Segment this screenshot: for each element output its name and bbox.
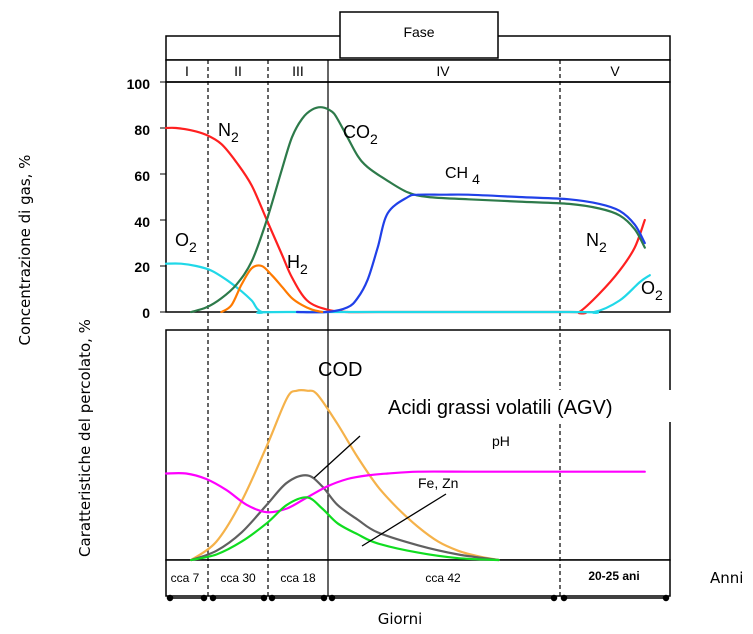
segment-label-1: cca 7 [171,571,200,585]
series-ph-line [164,470,646,514]
segment-brackets [166,594,670,602]
y-tick-100: 100 [127,76,151,92]
phase-label-4: IV [436,63,450,79]
segment-label-2: cca 30 [220,571,256,585]
label-n2-top: N2 [218,120,239,145]
label-n2-right: N2 [586,230,607,255]
phase-label-2: II [234,63,242,79]
y-tick-0: 0 [142,305,150,321]
label-h2: H2 [287,252,308,277]
gas-series-group [164,106,651,315]
label-o2-right: O2 [641,278,663,303]
segment-label-4: cca 42 [425,571,461,585]
annotation-ph: pH [492,433,510,449]
gas-axis-label: Concentrazione di gas, % [16,155,34,346]
label-ch4: CH 4 [445,165,480,187]
annotation-leader-lines [313,435,447,547]
series-cod-line [190,388,500,562]
series-ch4-line [295,193,646,314]
segment-label-3: cca 18 [280,571,316,585]
annotation-fe-zn: Fe, Zn [418,475,458,491]
series-o2-line [164,262,651,314]
phase-label-1: I [185,63,189,79]
gas-curve-labels: N2 O2 CO2 CH 4 H2 N2 O2 [175,120,663,303]
phase-header-box [339,11,499,59]
leachate-axis-label: Caratteristiche del percolato, % [76,319,94,557]
label-co2: CO2 [343,122,378,147]
series-n2-line [164,126,646,315]
y-tick-60: 60 [134,168,150,184]
series-h2-line [220,264,324,314]
y-tick-40: 40 [134,214,150,230]
y-tick-80: 80 [134,122,150,138]
y-tick-marks [160,81,166,313]
days-row [165,559,671,597]
annotation-cod: COD [318,359,362,381]
leachate-series-group [164,388,646,562]
x-axis-end-label: Anni [710,569,743,587]
agv-label-background [385,390,687,422]
x-axis-label: Giorni [378,610,423,628]
series-co2-line [190,106,646,314]
phase-label-3: III [292,63,304,79]
label-o2-top: O2 [175,230,197,255]
y-tick-20: 20 [134,259,150,275]
annotation-agv: Acidi grassi volatili (AGV) [388,397,613,419]
series-acidi-grassi-volatili-agv-line [190,474,500,562]
segment-label-5: 20-25 ani [588,569,639,583]
phase-header-label: Fase [403,24,434,40]
phase-label-5: V [610,63,620,79]
phase-boundaries [207,60,561,596]
series-fe-zn-line [190,496,500,562]
